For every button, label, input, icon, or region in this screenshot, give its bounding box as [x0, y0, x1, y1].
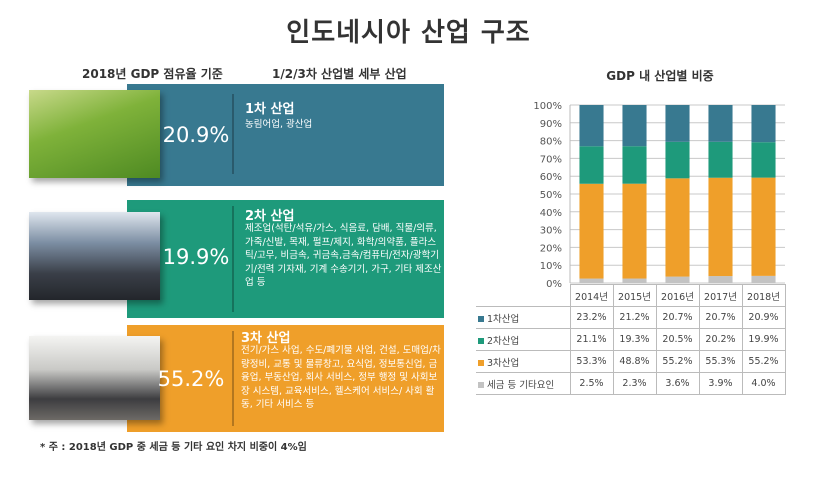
bar-segment-세금 등 기타요인 — [665, 276, 690, 283]
factory-workers-photo — [29, 212, 160, 300]
y-tick-label: 90% — [540, 119, 562, 130]
data-label: 20.2% — [698, 328, 743, 351]
x-tick-label: 2018년 — [741, 284, 786, 307]
y-tick-label: 40% — [540, 208, 562, 219]
bar-segment-2차산업 — [751, 142, 776, 178]
data-label: 19.3% — [612, 328, 657, 351]
y-tick-label: 0% — [546, 279, 562, 290]
page-title: 인도네시아 산업 구조 — [286, 18, 531, 48]
data-label: 55.3% — [698, 350, 743, 373]
secondary-desc: 제조업(석탄/석유/가스, 식음료, 담배, 직물/의류, 가죽/신발, 목재,… — [245, 223, 442, 288]
data-label: 2.3% — [612, 372, 657, 395]
data-label: 20.7% — [698, 306, 743, 329]
primary-title: 1차 산업 — [245, 102, 295, 117]
bar-segment-3차산업 — [751, 177, 776, 276]
tertiary-title: 3차 산업 — [241, 331, 291, 346]
share-subtitle: 2018년 GDP 점유율 기준 — [82, 67, 223, 81]
divider — [232, 206, 234, 312]
legend-swatch — [478, 381, 484, 388]
legend-swatch — [478, 315, 484, 322]
y-tick-label: 10% — [540, 261, 562, 272]
x-tick-label: 2014년 — [569, 284, 614, 307]
bar-segment-1차산업 — [579, 105, 604, 147]
bar-segment-1차산업 — [665, 105, 690, 142]
bar-segment-세금 등 기타요인 — [622, 278, 647, 283]
data-label: 53.3% — [569, 350, 614, 373]
x-tick-label: 2016년 — [655, 284, 700, 307]
bar-segment-세금 등 기타요인 — [579, 278, 604, 283]
table-row: 2차산업 21.1% 19.3% 20.5% 20.2% 19.9% — [476, 328, 786, 351]
data-label: 55.2% — [741, 350, 786, 373]
y-tick-label: 70% — [540, 154, 562, 165]
series-name: 1차산업 — [487, 313, 520, 325]
table-row: 세금 등 기타요인 2.5% 2.3% 3.6% 3.9% 4.0% — [476, 372, 786, 395]
data-label: 21.2% — [612, 306, 657, 329]
chart-title: GDP 내 산업별 비중 — [606, 69, 714, 83]
data-label: 3.9% — [698, 372, 743, 395]
data-label: 19.9% — [741, 328, 786, 351]
primary-percent: 20.9% — [162, 123, 230, 147]
data-label: 55.2% — [655, 350, 700, 373]
bar-segment-2차산업 — [579, 146, 604, 184]
bar-segment-세금 등 기타요인 — [751, 275, 776, 283]
data-label: 3.6% — [655, 372, 700, 395]
tertiary-industry-panel — [127, 325, 444, 432]
y-tick-label: 80% — [540, 137, 562, 148]
legend-swatch — [478, 337, 484, 344]
legend-swatch — [478, 359, 484, 366]
data-label: 2.5% — [569, 372, 614, 395]
secondary-percent: 19.9% — [162, 245, 230, 269]
bar-segment-세금 등 기타요인 — [708, 276, 733, 283]
data-label: 23.2% — [569, 306, 614, 329]
bar-segment-1차산업 — [751, 105, 776, 143]
detail-subtitle: 1/2/3차 산업별 세부 산업 — [272, 67, 407, 81]
data-label: 4.0% — [741, 372, 786, 395]
data-label: 48.8% — [612, 350, 657, 373]
tertiary-desc: 전기/가스 사업, 수도/폐기물 사업, 건설, 도매업/차량정비, 교통 및 … — [241, 345, 441, 410]
x-tick-label: 2017년 — [698, 284, 743, 307]
footnote: * 주 : 2018년 GDP 중 세금 등 기타 요인 차지 비중이 4%임 — [40, 442, 307, 453]
series-name: 세금 등 기타요인 — [487, 379, 555, 391]
bar-segment-2차산업 — [665, 141, 690, 179]
data-label: 20.7% — [655, 306, 700, 329]
y-tick-label: 50% — [540, 190, 562, 201]
tertiary-percent: 55.2% — [157, 367, 225, 391]
table-header-row: 2014년 2015년 2016년 2017년 2018년 — [476, 284, 786, 307]
series-name: 3차산업 — [487, 357, 520, 369]
divider — [232, 94, 234, 174]
rice-farmer-photo — [29, 90, 160, 178]
primary-desc: 농림어업, 광산업 — [245, 119, 313, 130]
y-tick-label: 20% — [540, 243, 562, 254]
y-tick-label: 100% — [533, 101, 562, 112]
bar-segment-3차산업 — [665, 178, 690, 277]
data-label: 21.1% — [569, 328, 614, 351]
data-label: 20.5% — [655, 328, 700, 351]
business-meeting-photo — [29, 336, 160, 420]
divider — [232, 331, 234, 426]
bar-segment-2차산업 — [622, 146, 647, 184]
bar-segment-3차산업 — [579, 183, 604, 279]
data-label: 20.9% — [741, 306, 786, 329]
x-tick-label: 2015년 — [612, 284, 657, 307]
bar-segment-3차산업 — [708, 177, 733, 277]
y-tick-label: 60% — [540, 172, 562, 183]
y-tick-label: 30% — [540, 226, 562, 237]
bar-segment-1차산업 — [708, 105, 733, 142]
primary-industry-panel — [127, 84, 444, 186]
series-name: 2차산업 — [487, 335, 520, 347]
stacked-bar-chart: 0% 10% 20% 30% 40% 50% 60% 70% 80% 90% 100% — [533, 101, 785, 290]
secondary-industry-panel — [127, 200, 444, 318]
bar-segment-1차산업 — [622, 105, 647, 147]
data-table: 2014년 2015년 2016년 2017년 2018년 1차산업 23.2% 21.2% 2… — [476, 284, 786, 395]
table-row: 1차산업 23.2% 21.2% 20.7% 20.7% 20.9% — [476, 306, 786, 329]
bar-segment-2차산업 — [708, 141, 733, 178]
bar-segment-3차산업 — [622, 183, 647, 279]
table-row: 3차산업 53.3% 48.8% 55.2% 55.3% 55.2% — [476, 350, 786, 373]
secondary-title: 2차 산업 — [245, 209, 295, 224]
